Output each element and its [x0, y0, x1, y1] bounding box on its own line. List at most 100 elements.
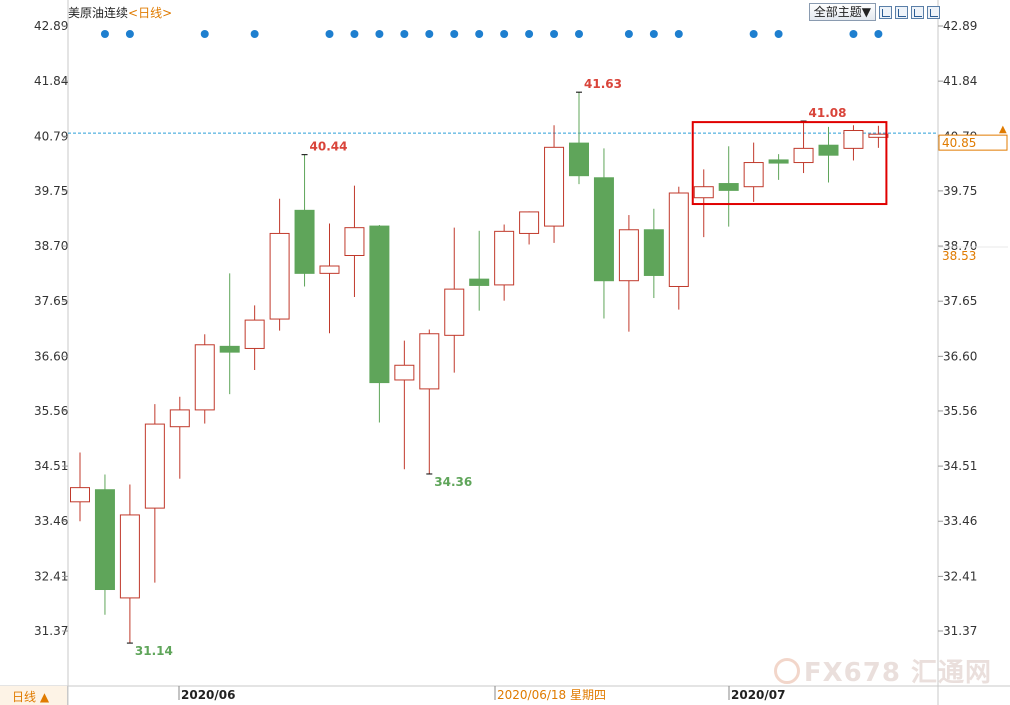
candle: [818, 126, 839, 183]
candle-body: [369, 225, 390, 384]
date-label: 2020/06/18 星期四: [497, 688, 606, 702]
candle: [319, 223, 340, 334]
chart-title: 美原油连续<日线>: [68, 4, 172, 21]
extreme-label: 41.08: [809, 106, 847, 120]
right-tick-label: 38.70: [943, 239, 977, 253]
right-tick-label: 33.46: [943, 514, 977, 528]
candle-body: [793, 147, 814, 164]
candle: [593, 148, 614, 319]
candle: [269, 198, 290, 331]
left-tick-label: 35.56: [34, 404, 68, 418]
price-arrow-icon: ▲: [999, 124, 1007, 135]
event-marker-dot: [325, 30, 334, 38]
event-marker-dot: [774, 30, 783, 38]
candle: [369, 225, 390, 423]
candle-body: [319, 265, 340, 274]
candle-body: [868, 133, 889, 138]
fullscreen-icon[interactable]: [927, 5, 940, 19]
event-marker-dot: [550, 30, 559, 38]
date-axis: 2020/06 2020/06/18 星期四 2020/07: [178, 686, 785, 702]
candle: [544, 125, 565, 243]
period-toggle-label: 日线 ▲: [12, 690, 50, 704]
right-tick-label: 35.56: [943, 404, 977, 418]
event-markers: [100, 30, 883, 38]
event-marker-dot: [575, 30, 583, 38]
candle: [169, 396, 190, 479]
extreme-label: 31.14: [135, 644, 173, 658]
left-tick-label: 33.46: [34, 514, 68, 528]
candle: [119, 484, 140, 644]
event-marker-dot: [475, 30, 484, 38]
candle: [219, 273, 240, 395]
right-tick-label: 42.89: [943, 19, 977, 33]
candle-body: [219, 345, 240, 353]
event-marker-dot: [350, 30, 359, 38]
extreme-label: 34.36: [434, 475, 472, 489]
event-marker-dot: [525, 30, 534, 38]
candle-body: [194, 344, 215, 411]
right-tick-label: 31.37: [943, 624, 977, 638]
candle: [70, 452, 90, 522]
candle-body: [244, 319, 265, 349]
candle-body: [569, 142, 589, 177]
candle-body: [494, 230, 515, 286]
instrument-name: 美原油连续: [68, 6, 129, 20]
zoom-icon[interactable]: [895, 5, 908, 19]
right-price-axis: 42.8941.8440.7939.7538.7037.6536.6035.56…: [938, 19, 1008, 638]
candle-body: [169, 409, 190, 428]
crosshair-icon[interactable]: [879, 5, 892, 19]
period-label[interactable]: <日线>: [128, 6, 173, 20]
event-marker-dot: [425, 30, 434, 38]
candle: [743, 142, 764, 202]
highlight-rectangle: [691, 121, 888, 206]
extreme-label: 40.44: [310, 140, 348, 154]
candle: [718, 146, 739, 227]
left-price-axis: 42.89 41.84 40.79 39.75 38.70 37.65 36.60 35.56…: [34, 19, 68, 638]
candle-body: [818, 144, 839, 156]
candle-body: [618, 229, 639, 282]
left-tick-label: 41.84: [34, 74, 68, 88]
event-marker-dot: [400, 30, 409, 38]
candle-body: [668, 192, 689, 287]
theme-dropdown-button[interactable]: 全部主题▼: [808, 3, 876, 21]
left-tick-label: 38.70: [34, 239, 68, 253]
extreme-labels: 31.14 40.44 34.36 41.63 41.08: [126, 77, 847, 658]
candle-body: [843, 130, 864, 149]
right-tick-label: 37.65: [943, 294, 977, 308]
event-marker-dot: [500, 30, 509, 38]
right-tick-label: 39.75: [943, 184, 977, 198]
candle-body: [768, 159, 789, 164]
current-price-tag: [938, 134, 1008, 151]
event-marker-dot: [200, 30, 209, 38]
candle-body: [643, 229, 664, 276]
event-marker-dot: [674, 30, 683, 38]
right-tick-label: 36.60: [943, 349, 977, 363]
event-marker-dot: [849, 30, 858, 38]
candle: [618, 215, 639, 332]
candle-body: [743, 162, 764, 188]
event-marker-dot: [375, 30, 384, 38]
candle: [643, 208, 664, 299]
candle: [444, 227, 465, 373]
left-tick-label: 36.60: [34, 349, 68, 363]
candle-body: [70, 487, 90, 503]
candle-body: [593, 177, 614, 282]
period-toggle[interactable]: 日线 ▲: [0, 686, 68, 705]
watermark: FX678 汇通网: [773, 652, 992, 689]
left-tick-label: 39.75: [34, 184, 68, 198]
left-tick-label: 42.89: [34, 19, 68, 33]
event-marker-dot: [250, 30, 259, 38]
event-marker-dot: [100, 30, 109, 38]
draw-line-icon[interactable]: [911, 5, 924, 19]
candle-body: [469, 278, 490, 286]
event-marker-dot: [649, 30, 658, 38]
toolbar: 全部主题▼: [808, 3, 940, 21]
candle: [94, 474, 115, 615]
candle: [419, 329, 440, 474]
candle: [394, 340, 415, 470]
right-tick-label: 34.51: [943, 459, 977, 473]
candle: [793, 121, 814, 174]
candle: [144, 404, 165, 583]
event-marker-dot: [624, 30, 633, 38]
